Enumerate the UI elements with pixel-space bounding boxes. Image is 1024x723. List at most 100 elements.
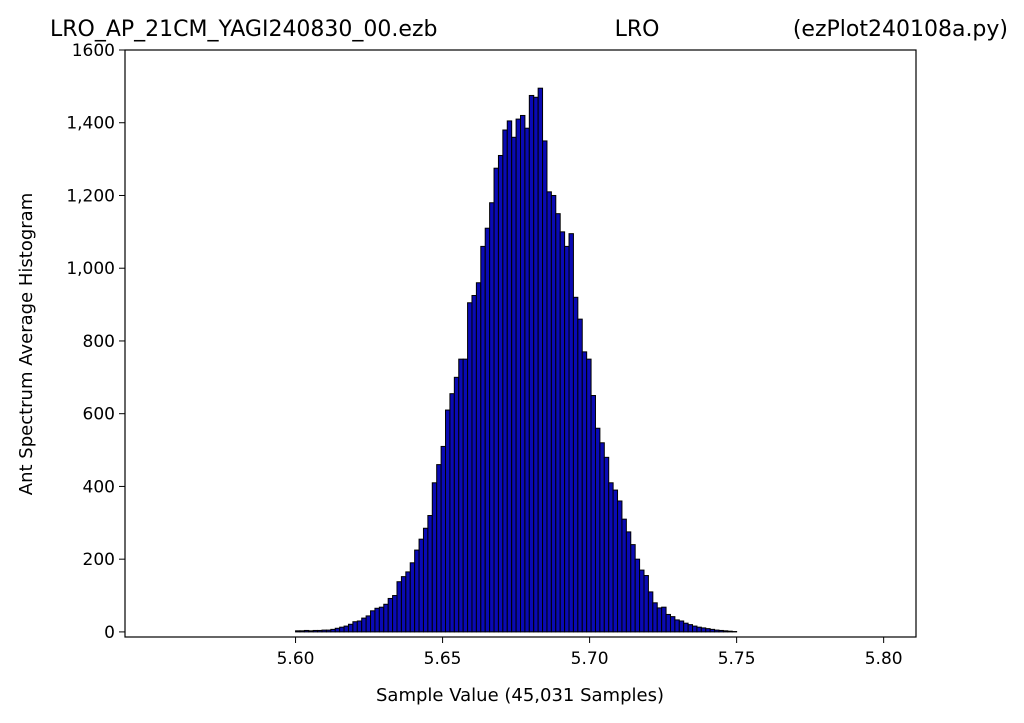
y-tick-label: 600	[83, 405, 115, 425]
bar	[339, 626, 345, 633]
y-tick-label: 200	[83, 550, 115, 570]
bar	[370, 610, 376, 633]
bar	[480, 245, 486, 633]
bar	[537, 87, 544, 633]
bar	[617, 500, 623, 633]
bar	[572, 296, 579, 633]
bar	[445, 409, 451, 633]
bar	[497, 154, 504, 633]
bar	[652, 602, 658, 633]
bar	[467, 302, 473, 633]
bar	[343, 625, 349, 633]
bar	[568, 233, 574, 633]
chart-title: LRO_AP_21CM_YAGI240830_00.ezb	[50, 17, 437, 42]
bar	[409, 562, 416, 633]
bar	[546, 191, 552, 633]
bar	[564, 245, 570, 633]
bar	[427, 515, 433, 633]
bar	[577, 318, 583, 633]
y-axis-label: Ant Spectrum Average Histogram	[16, 193, 37, 495]
bar	[700, 627, 707, 633]
bar	[586, 358, 592, 633]
bar	[356, 620, 363, 633]
bar	[718, 629, 724, 633]
bar	[643, 575, 649, 633]
bar	[462, 358, 469, 633]
y-tick-label: 1,400	[66, 114, 115, 134]
bar	[647, 591, 654, 633]
bar	[334, 627, 341, 633]
bar	[599, 442, 605, 633]
bar	[471, 294, 477, 633]
bar	[669, 616, 676, 633]
bar	[378, 606, 385, 633]
bar	[625, 531, 632, 633]
bar	[453, 376, 460, 633]
bar	[352, 621, 358, 633]
bar	[312, 629, 319, 633]
bar	[308, 630, 314, 633]
bar	[347, 623, 354, 633]
bar	[590, 395, 596, 633]
x-tick-label: 5.65	[424, 649, 462, 669]
x-tick-label: 5.60	[277, 649, 315, 669]
bar	[475, 282, 482, 633]
bar	[634, 558, 641, 633]
bar	[656, 607, 663, 633]
bar	[396, 581, 402, 633]
chart-title: (ezPlot240108a.py)	[793, 17, 1008, 42]
bar	[299, 630, 305, 633]
x-axis-label: Sample Value (45,031 Samples)	[376, 685, 664, 706]
chart-title: LRO	[615, 17, 660, 42]
bar	[612, 489, 619, 633]
y-tick-label: 0	[104, 623, 115, 643]
y-tick-label: 400	[83, 477, 115, 497]
bar	[493, 167, 499, 633]
bar	[365, 615, 372, 633]
bar	[608, 482, 614, 633]
bar	[317, 629, 323, 633]
bar	[387, 597, 394, 633]
bar	[528, 94, 535, 633]
bar	[520, 114, 526, 633]
bar	[383, 603, 389, 633]
bar	[502, 129, 508, 633]
bar	[511, 136, 517, 633]
bar	[533, 96, 539, 633]
bar	[581, 351, 588, 633]
bar	[303, 629, 310, 633]
bar	[484, 227, 491, 633]
x-tick-label: 5.75	[718, 649, 756, 669]
bar	[440, 445, 447, 633]
bar	[436, 464, 442, 633]
bar	[449, 393, 455, 633]
bar	[603, 456, 610, 633]
bar	[400, 576, 407, 633]
bar	[665, 613, 671, 633]
bar	[330, 628, 336, 633]
bar	[714, 629, 720, 633]
y-tick-label: 1,200	[66, 186, 115, 206]
bar	[639, 569, 645, 633]
bar	[542, 140, 548, 633]
bar	[458, 358, 464, 633]
bar	[515, 118, 522, 633]
bar	[414, 549, 420, 633]
bar	[559, 231, 566, 633]
bar	[722, 630, 729, 633]
bar	[550, 194, 557, 633]
bar	[630, 544, 636, 633]
bar	[418, 538, 424, 633]
plot-frame	[124, 49, 917, 638]
bar	[295, 630, 301, 633]
bar	[405, 571, 411, 633]
x-tick-label: 5.80	[865, 649, 903, 669]
bar	[621, 518, 627, 633]
bar	[674, 619, 680, 633]
bar	[696, 626, 702, 633]
bar	[524, 127, 530, 633]
bar	[594, 427, 601, 633]
bar	[705, 628, 711, 633]
bar	[683, 622, 689, 633]
